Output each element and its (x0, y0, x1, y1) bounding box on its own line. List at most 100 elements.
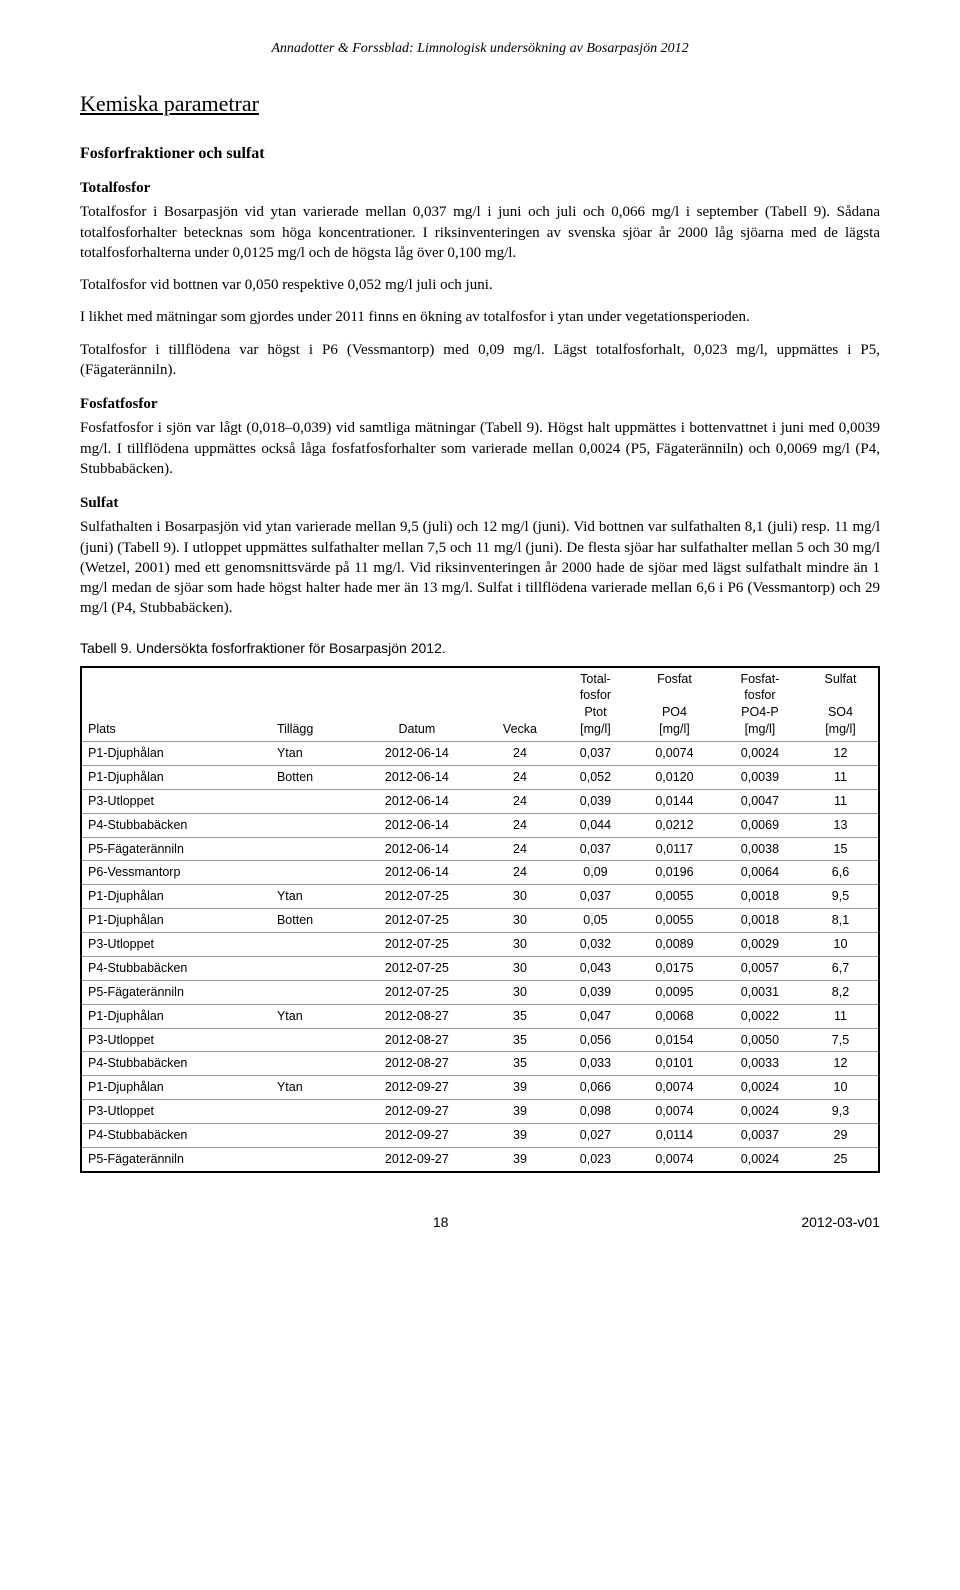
table-row: P3-Utloppet2012-08-27350,0560,01540,0050… (81, 1028, 879, 1052)
data-table: Plats Tillägg Datum Vecka Total- fosfor … (80, 666, 880, 1173)
table-cell: Botten (271, 765, 353, 789)
para-fosfatfosfor-1: Fosfatfosfor i sjön var lågt (0,018–0,03… (80, 418, 880, 479)
table-cell: 0,032 (559, 933, 632, 957)
table-cell: 2012-08-27 (353, 1004, 481, 1028)
table-row: P4-Stubbabäcken2012-07-25300,0430,01750,… (81, 956, 879, 980)
col-datum: Datum (353, 667, 481, 742)
table-caption: Tabell 9. Undersökta fosforfraktioner fö… (80, 639, 880, 658)
heading-fosfatfosfor: Fosfatfosfor (80, 394, 880, 414)
table-cell: 0,0212 (632, 813, 717, 837)
table-cell (271, 1124, 353, 1148)
table-cell: 0,0018 (717, 885, 803, 909)
col-fosfat: Fosfat PO4 [mg/l] (632, 667, 717, 742)
table-cell: P4-Stubbabäcken (81, 956, 271, 980)
heading-sulfat: Sulfat (80, 493, 880, 513)
table-row: P1-DjuphålanBotten2012-07-25300,050,0055… (81, 909, 879, 933)
table-row: P4-Stubbabäcken2012-08-27350,0330,01010,… (81, 1052, 879, 1076)
table-cell: 39 (481, 1076, 559, 1100)
table-cell: 0,0074 (632, 1100, 717, 1124)
table-row: P5-Fägateränniln2012-06-14240,0370,01170… (81, 837, 879, 861)
table-cell: 0,0024 (717, 1076, 803, 1100)
table-cell (271, 1147, 353, 1171)
table-cell: 0,05 (559, 909, 632, 933)
table-cell: 9,5 (803, 885, 879, 909)
table-cell: 0,043 (559, 956, 632, 980)
table-row: P3-Utloppet2012-06-14240,0390,01440,0047… (81, 789, 879, 813)
table-cell: 0,0120 (632, 765, 717, 789)
table-cell: 0,044 (559, 813, 632, 837)
table-cell: 30 (481, 933, 559, 957)
table-cell (271, 813, 353, 837)
table-header-row: Plats Tillägg Datum Vecka Total- fosfor … (81, 667, 879, 742)
table-cell (271, 1052, 353, 1076)
table-cell: P6-Vessmantorp (81, 861, 271, 885)
table-cell: 0,0047 (717, 789, 803, 813)
table-cell (271, 933, 353, 957)
table-cell: 0,0175 (632, 956, 717, 980)
table-row: P3-Utloppet2012-07-25300,0320,00890,0029… (81, 933, 879, 957)
para-totalfosfor-2: Totalfosfor vid bottnen var 0,050 respek… (80, 275, 880, 295)
table-cell: 0,0055 (632, 909, 717, 933)
footer-revision: 2012-03-v01 (801, 1213, 880, 1232)
table-cell: P1-Djuphålan (81, 885, 271, 909)
table-cell: P1-Djuphålan (81, 765, 271, 789)
table-cell: 0,0022 (717, 1004, 803, 1028)
table-cell: 0,0024 (717, 1147, 803, 1171)
table-cell: 10 (803, 1076, 879, 1100)
table-cell: Ytan (271, 742, 353, 766)
table-cell: 11 (803, 789, 879, 813)
table-cell (271, 956, 353, 980)
table-cell: 0,027 (559, 1124, 632, 1148)
table-cell: P1-Djuphålan (81, 742, 271, 766)
table-cell: 0,0037 (717, 1124, 803, 1148)
table-row: P1-DjuphålanBotten2012-06-14240,0520,012… (81, 765, 879, 789)
table-cell: 39 (481, 1100, 559, 1124)
table-cell: 0,0018 (717, 909, 803, 933)
table-cell (271, 789, 353, 813)
table-cell: 35 (481, 1004, 559, 1028)
table-cell: Ytan (271, 885, 353, 909)
table-cell (271, 1100, 353, 1124)
table-cell: Ytan (271, 1076, 353, 1100)
table-cell: P4-Stubbabäcken (81, 1124, 271, 1148)
table-row: P1-DjuphålanYtan2012-07-25300,0370,00550… (81, 885, 879, 909)
table-cell: P5-Fägateränniln (81, 1147, 271, 1171)
table-cell (271, 837, 353, 861)
table-row: P6-Vessmantorp2012-06-14240,090,01960,00… (81, 861, 879, 885)
table-cell: 2012-07-25 (353, 956, 481, 980)
para-totalfosfor-4: Totalfosfor i tillflödena var högst i P6… (80, 340, 880, 381)
col-sulfat: Sulfat SO4 [mg/l] (803, 667, 879, 742)
table-cell: 2012-09-27 (353, 1124, 481, 1148)
section-title: Kemiska parametrar (80, 89, 880, 119)
table-cell: P3-Utloppet (81, 933, 271, 957)
table-cell: 0,037 (559, 885, 632, 909)
table-row: P4-Stubbabäcken2012-09-27390,0270,01140,… (81, 1124, 879, 1148)
table-cell: 0,033 (559, 1052, 632, 1076)
table-cell: 25 (803, 1147, 879, 1171)
table-cell: 39 (481, 1147, 559, 1171)
table-row: P1-DjuphålanYtan2012-08-27350,0470,00680… (81, 1004, 879, 1028)
table-cell: 24 (481, 742, 559, 766)
table-cell: 12 (803, 742, 879, 766)
table-cell: 0,0031 (717, 980, 803, 1004)
col-tillagg: Tillägg (271, 667, 353, 742)
table-cell: 24 (481, 765, 559, 789)
para-totalfosfor-3: I likhet med mätningar som gjordes under… (80, 307, 880, 327)
table-cell: P5-Fägateränniln (81, 837, 271, 861)
table-cell: 8,1 (803, 909, 879, 933)
table-cell: 9,3 (803, 1100, 879, 1124)
table-cell: 0,0024 (717, 742, 803, 766)
table-cell: P4-Stubbabäcken (81, 1052, 271, 1076)
table-cell: P5-Fägateränniln (81, 980, 271, 1004)
table-cell: 0,0074 (632, 1147, 717, 1171)
col-totalfosfor: Total- fosfor Ptot [mg/l] (559, 667, 632, 742)
table-cell: 0,0033 (717, 1052, 803, 1076)
table-cell: Ytan (271, 1004, 353, 1028)
table-cell: 7,5 (803, 1028, 879, 1052)
table-cell: P4-Stubbabäcken (81, 813, 271, 837)
table-cell: 0,098 (559, 1100, 632, 1124)
table-cell: 39 (481, 1124, 559, 1148)
table-cell: 2012-08-27 (353, 1052, 481, 1076)
table-cell: 11 (803, 1004, 879, 1028)
table-cell: 0,0029 (717, 933, 803, 957)
